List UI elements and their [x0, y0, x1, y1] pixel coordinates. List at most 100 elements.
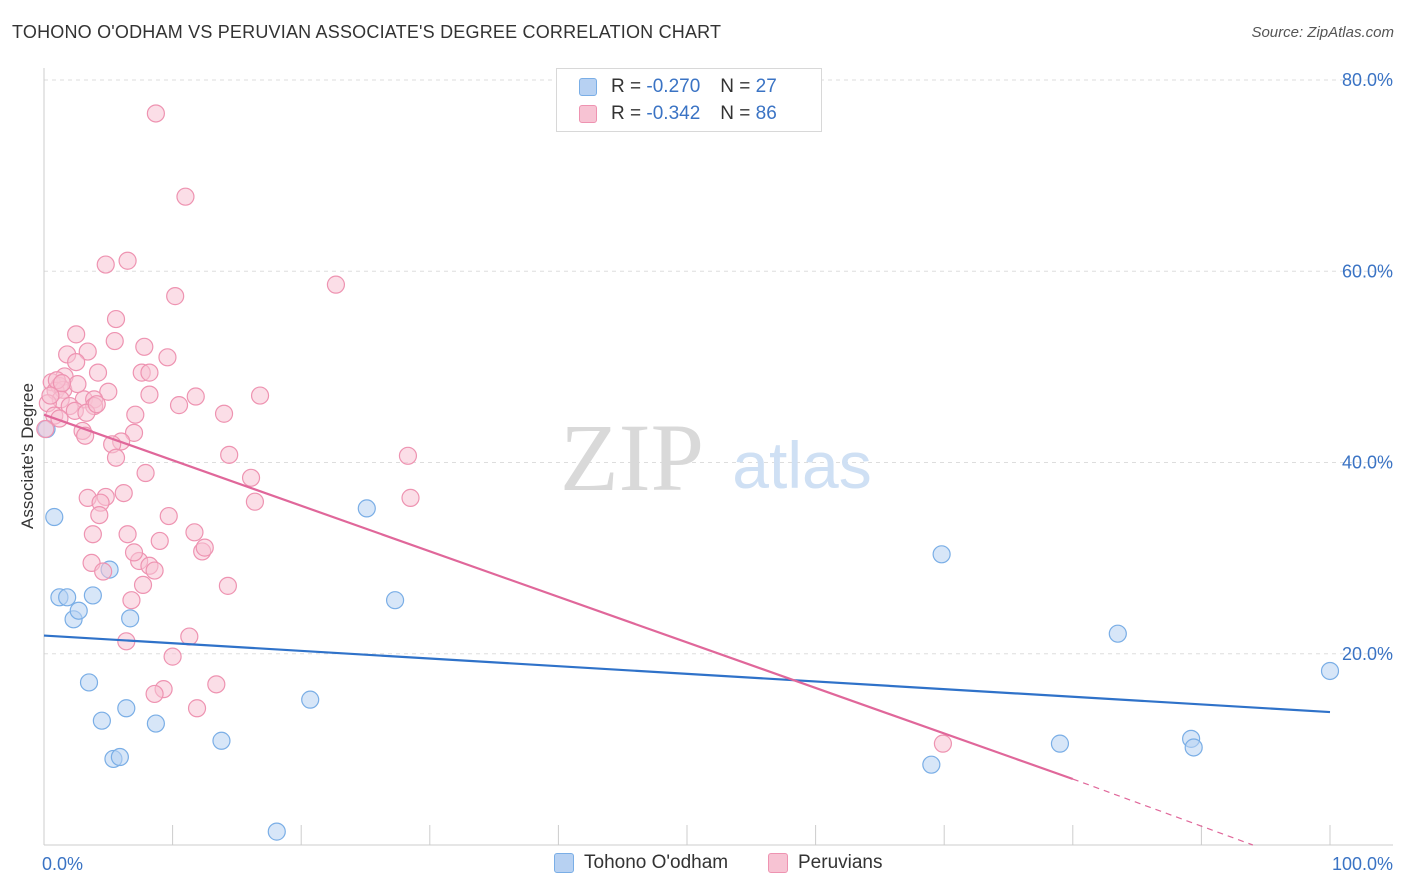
- y-tick-label: 60.0%: [1342, 261, 1393, 281]
- peruvian-point: [163, 647, 182, 666]
- peruvian-point: [36, 419, 55, 439]
- tohono-point: [69, 601, 88, 620]
- peruvian-point: [118, 251, 137, 270]
- peruvian-point: [118, 525, 137, 544]
- legend-r-label: R =: [611, 76, 642, 97]
- tohono-point: [357, 499, 376, 518]
- tohono-point: [1108, 624, 1127, 643]
- tohono-point: [1320, 661, 1340, 681]
- legend-item-tohono: Tohono O'odham: [554, 852, 728, 874]
- peruvian-point: [87, 395, 106, 414]
- watermark-atlas: atlas: [732, 428, 871, 502]
- peruvian-point: [90, 505, 109, 525]
- peruvian-point: [146, 104, 165, 123]
- tohono-point: [110, 747, 129, 767]
- tohono-point: [45, 507, 64, 527]
- peruvian-point: [114, 484, 133, 503]
- tohono-point: [385, 591, 405, 610]
- legend-r-value: -0.270: [646, 76, 701, 97]
- tohono-point: [83, 586, 102, 605]
- legend-r-label: R =: [611, 103, 642, 124]
- peruvian-point: [186, 387, 205, 406]
- legend-item-peruvians: Peruvians: [768, 852, 883, 874]
- x-tick-label: 0.0%: [42, 854, 83, 874]
- tohono-point: [79, 673, 99, 692]
- tohono-point: [301, 690, 320, 709]
- peruvian-point: [88, 363, 108, 382]
- tohono-point: [212, 731, 231, 750]
- tohono-point: [922, 755, 941, 774]
- peruvian-point: [326, 275, 346, 294]
- peruvian-point: [214, 404, 234, 423]
- peruvian-point: [218, 576, 237, 595]
- y-tick-label: 40.0%: [1342, 453, 1393, 473]
- peruvian-point: [122, 591, 141, 610]
- tohono-trendline: [43, 634, 1331, 714]
- peruvian-point: [245, 492, 265, 511]
- chart-source: Source: ZipAtlas.com: [1251, 24, 1394, 41]
- peruvian-point: [106, 309, 126, 329]
- peruvian-point: [241, 468, 261, 487]
- peruvian-point: [83, 525, 102, 544]
- peruvian-trendline: [43, 413, 1074, 781]
- peruvian-point: [136, 463, 155, 483]
- peruvian-point: [185, 523, 204, 542]
- peruvian-point: [52, 374, 72, 393]
- peruvian-point: [145, 684, 164, 704]
- peruvian-point: [158, 348, 177, 367]
- peruvian-point: [401, 488, 420, 507]
- tohono-point: [1184, 738, 1203, 757]
- peruvian-point: [159, 506, 178, 526]
- peruvian-point: [94, 562, 113, 581]
- peruvian-point: [99, 382, 118, 401]
- tohono-point: [117, 699, 136, 718]
- chart-title: TOHONO O'ODHAM VS PERUVIAN ASSOCIATE'S D…: [12, 22, 722, 42]
- peruvian-trendline-extension: [1072, 778, 1254, 846]
- legend-n-label: N =: [720, 103, 751, 124]
- tohono-point: [92, 711, 111, 730]
- peruvian-point: [67, 325, 86, 344]
- peruvian-point: [126, 405, 145, 424]
- legend-row-tohono: R = -0.270 N = 27: [579, 75, 777, 99]
- legend-label-peruvians: Peruvians: [798, 852, 883, 873]
- legend-label-tohono: Tohono O'odham: [584, 852, 729, 873]
- peruvian-point: [150, 531, 169, 551]
- peruvian-point: [187, 699, 207, 718]
- peruvian-point: [41, 386, 60, 405]
- y-tick-label: 80.0%: [1342, 70, 1393, 90]
- legend-swatch-blue: [579, 78, 597, 96]
- peruvian-point: [133, 575, 153, 595]
- peruvian-point: [145, 561, 164, 580]
- legend-r-value: -0.342: [646, 103, 701, 124]
- legend-swatch-pink: [768, 853, 788, 873]
- legend-n-value: 27: [755, 76, 777, 97]
- peruvian-point: [398, 446, 418, 465]
- tohono-point: [58, 588, 77, 607]
- series-legend: Tohono O'odham Peruvians: [0, 852, 1406, 878]
- tohono-point: [121, 609, 140, 628]
- peruvian-point: [207, 675, 226, 694]
- tohono-point: [1050, 734, 1070, 753]
- peruvian-point: [250, 386, 270, 405]
- peruvian-point: [933, 734, 953, 753]
- tohono-point: [146, 714, 165, 733]
- watermark-zip: ZIP: [560, 404, 704, 511]
- peruvian-point: [67, 352, 86, 372]
- y-axis-label: Associate's Degree: [18, 383, 37, 529]
- peruvian-point: [176, 187, 195, 206]
- peruvian-point: [106, 448, 126, 467]
- peruvian-point: [166, 287, 185, 306]
- peruvian-point: [68, 374, 87, 394]
- tohono-point: [932, 545, 951, 564]
- y-tick-label: 20.0%: [1342, 644, 1393, 664]
- peruvian-point: [195, 538, 214, 557]
- correlation-legend: R = -0.270 N = 27 R = -0.342 N = 86: [556, 68, 822, 132]
- peruvian-point: [78, 342, 97, 361]
- peruvian-point: [124, 543, 144, 562]
- tohono-point: [267, 822, 286, 841]
- legend-n-value: 86: [755, 103, 777, 124]
- x-tick-label: 100.0%: [1332, 854, 1393, 874]
- legend-swatch-blue: [554, 853, 574, 873]
- peruvian-point: [96, 255, 115, 274]
